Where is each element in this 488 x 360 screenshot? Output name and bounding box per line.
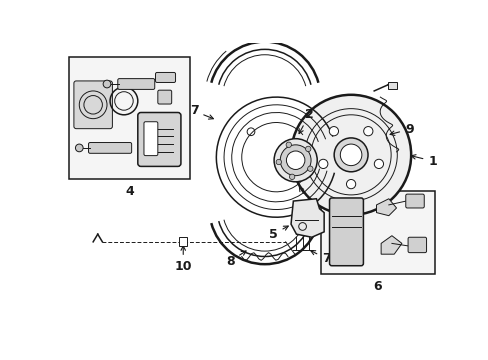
FancyBboxPatch shape xyxy=(155,72,175,82)
Circle shape xyxy=(373,159,383,168)
Circle shape xyxy=(286,151,305,170)
Polygon shape xyxy=(376,199,396,216)
Circle shape xyxy=(333,138,367,172)
FancyBboxPatch shape xyxy=(143,122,158,156)
Circle shape xyxy=(75,144,83,152)
Bar xyxy=(387,82,396,89)
FancyBboxPatch shape xyxy=(329,198,363,266)
Circle shape xyxy=(328,127,338,136)
Circle shape xyxy=(274,139,317,182)
Circle shape xyxy=(289,174,294,180)
Text: 10: 10 xyxy=(174,246,192,273)
FancyBboxPatch shape xyxy=(88,143,131,153)
Circle shape xyxy=(307,166,312,171)
Circle shape xyxy=(363,127,372,136)
Circle shape xyxy=(280,145,310,176)
Text: 5: 5 xyxy=(268,226,288,240)
Circle shape xyxy=(305,146,310,152)
Text: 6: 6 xyxy=(373,280,382,293)
Text: 8: 8 xyxy=(225,251,245,267)
Circle shape xyxy=(285,142,291,148)
FancyBboxPatch shape xyxy=(405,194,424,208)
FancyBboxPatch shape xyxy=(118,78,154,89)
FancyBboxPatch shape xyxy=(138,112,181,166)
Text: 2: 2 xyxy=(299,108,313,134)
Bar xyxy=(179,237,187,247)
Circle shape xyxy=(346,180,355,189)
Circle shape xyxy=(318,159,327,168)
Polygon shape xyxy=(290,199,324,237)
Circle shape xyxy=(290,95,410,215)
Circle shape xyxy=(340,144,361,166)
Text: 7: 7 xyxy=(310,251,330,265)
Text: 4: 4 xyxy=(125,185,133,198)
Circle shape xyxy=(276,159,281,165)
Circle shape xyxy=(103,80,111,88)
FancyBboxPatch shape xyxy=(74,81,112,129)
Bar xyxy=(68,57,190,179)
Text: 1: 1 xyxy=(410,154,436,167)
Text: 9: 9 xyxy=(389,123,413,136)
Text: 3: 3 xyxy=(299,187,315,211)
FancyBboxPatch shape xyxy=(407,237,426,253)
Polygon shape xyxy=(380,236,401,254)
FancyBboxPatch shape xyxy=(158,90,171,104)
Text: 7: 7 xyxy=(189,104,213,119)
Bar xyxy=(321,191,434,274)
